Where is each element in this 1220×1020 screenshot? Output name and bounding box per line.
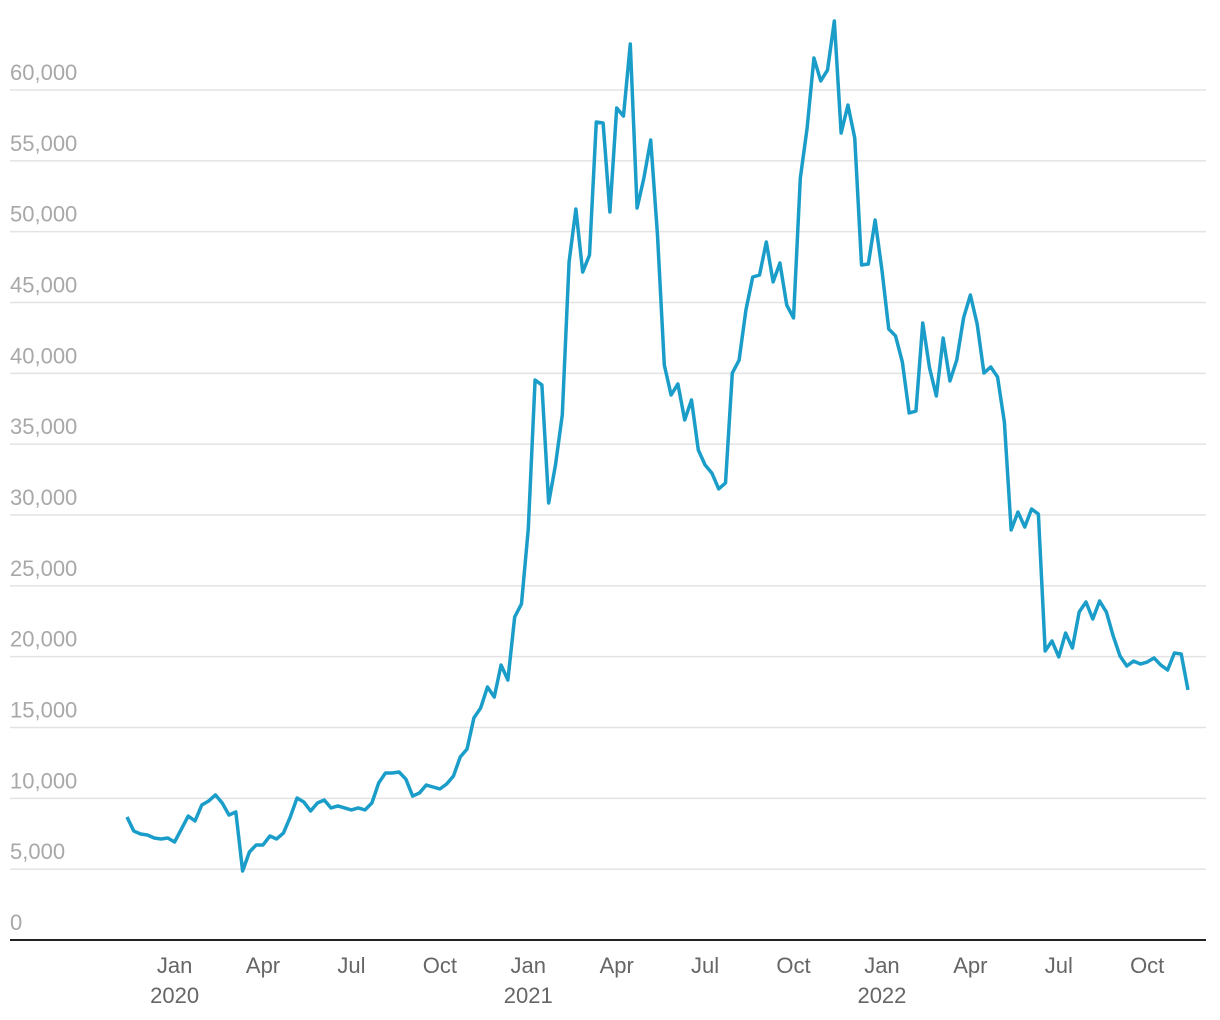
y-tick-label: 15,000 bbox=[10, 698, 77, 723]
y-tick-label: 35,000 bbox=[10, 414, 77, 439]
x-tick-label: Apr bbox=[953, 953, 987, 978]
x-tick-label: Jul bbox=[1045, 953, 1073, 978]
x-tick-label: Jan 2020 bbox=[150, 953, 199, 1008]
y-tick-label: 30,000 bbox=[10, 485, 77, 510]
x-tick-label: Oct bbox=[1130, 953, 1164, 978]
x-tick-label: Jul bbox=[337, 953, 365, 978]
y-tick-label: 45,000 bbox=[10, 273, 77, 298]
y-tick-label: 55,000 bbox=[10, 131, 77, 156]
y-tick-label: 20,000 bbox=[10, 627, 77, 652]
x-tick-label: Oct bbox=[423, 953, 457, 978]
x-tick-label: Jan 2021 bbox=[504, 953, 553, 1008]
y-tick-label: 40,000 bbox=[10, 343, 77, 368]
y-tick-label: 25,000 bbox=[10, 556, 77, 581]
y-tick-label: 50,000 bbox=[10, 202, 77, 227]
y-tick-label: 0 bbox=[10, 910, 22, 935]
y-tick-label: 5,000 bbox=[10, 839, 65, 864]
x-tick-label: Apr bbox=[246, 953, 280, 978]
x-tick-label: Oct bbox=[776, 953, 810, 978]
x-tick-label: Jan 2022 bbox=[857, 953, 906, 1008]
price-line bbox=[125, 19, 1190, 873]
y-tick-label: 60,000 bbox=[10, 60, 77, 85]
x-tick-label: Jul bbox=[691, 953, 719, 978]
y-tick-label: 10,000 bbox=[10, 768, 77, 793]
x-tick-label: Apr bbox=[600, 953, 634, 978]
